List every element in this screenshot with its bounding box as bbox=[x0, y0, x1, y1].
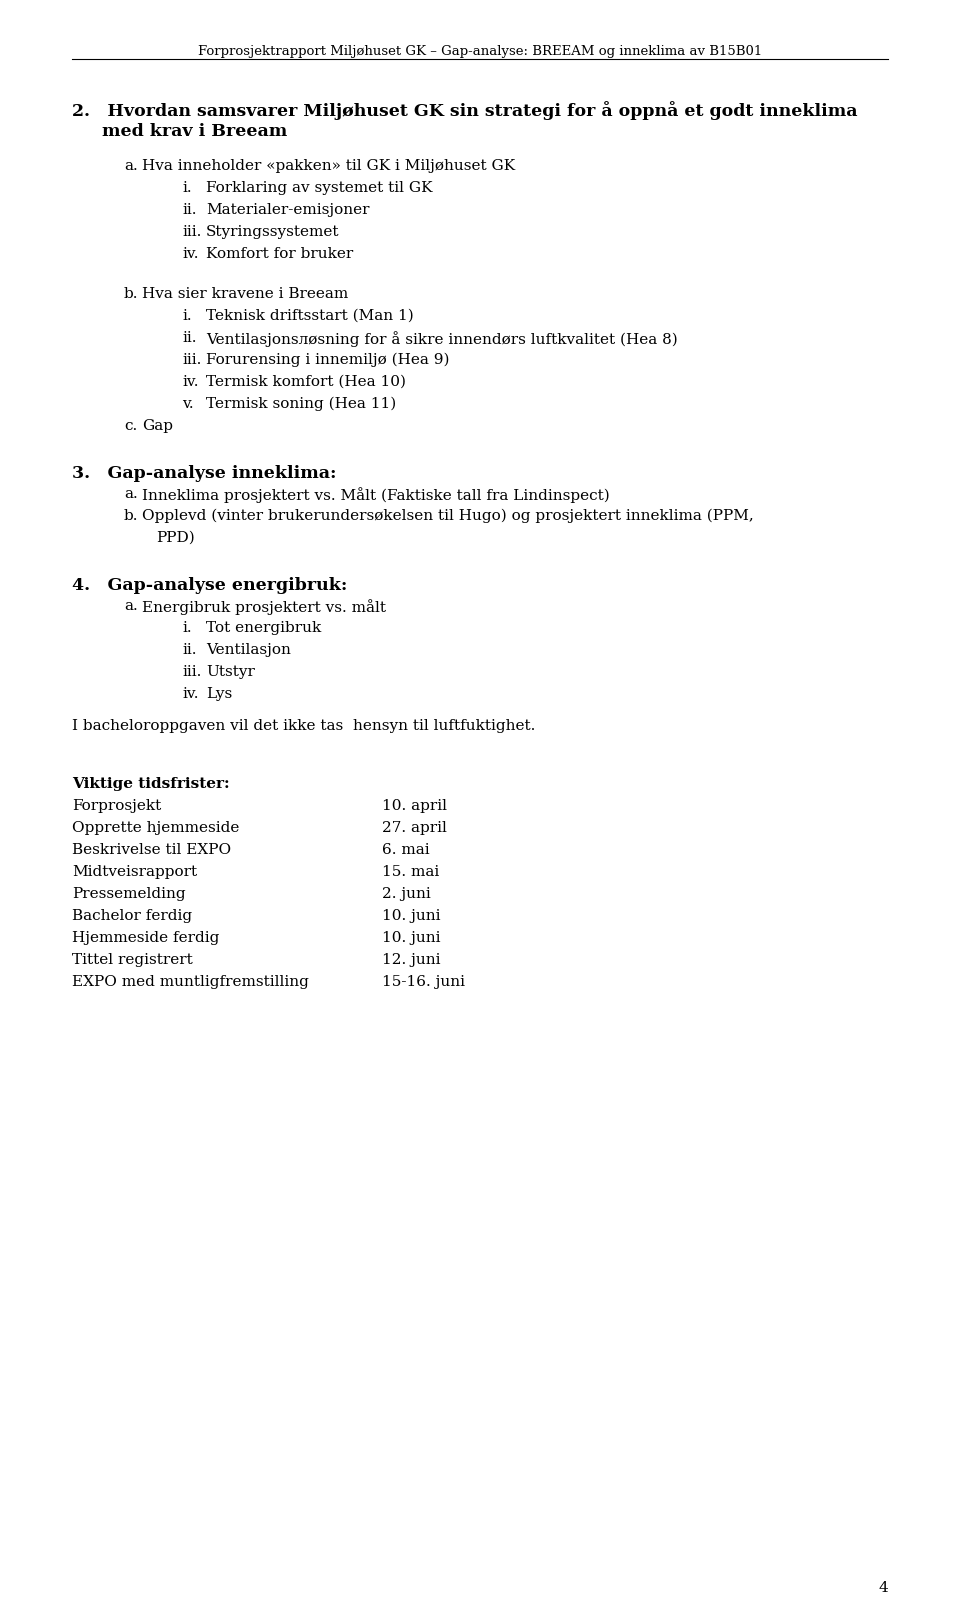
Text: Pressemelding: Pressemelding bbox=[72, 888, 185, 901]
Text: i.: i. bbox=[182, 620, 192, 635]
Text: 15-16. juni: 15-16. juni bbox=[382, 975, 465, 988]
Text: iii.: iii. bbox=[182, 225, 202, 240]
Text: Ventilasjonsлøsning for å sikre innendørs luftkvalitet (Hea 8): Ventilasjonsлøsning for å sikre innendør… bbox=[206, 330, 678, 347]
Text: b.: b. bbox=[124, 287, 138, 301]
Text: Bachelor ferdig: Bachelor ferdig bbox=[72, 909, 192, 923]
Text: Viktige tidsfrister:: Viktige tidsfrister: bbox=[72, 778, 229, 791]
Text: Komfort for bruker: Komfort for bruker bbox=[206, 246, 353, 261]
Text: b.: b. bbox=[124, 509, 138, 523]
Text: 10. juni: 10. juni bbox=[382, 909, 441, 923]
Text: ii.: ii. bbox=[182, 643, 197, 658]
Text: Forprosjektrapport Miljøhuset GK – Gap-analyse: BREEAM og inneklima av B15B01: Forprosjektrapport Miljøhuset GK – Gap-a… bbox=[198, 45, 762, 58]
Text: Beskrivelse til EXPO: Beskrivelse til EXPO bbox=[72, 842, 231, 857]
Text: Utstyr: Utstyr bbox=[206, 664, 254, 679]
Text: Teknisk driftsstart (Man 1): Teknisk driftsstart (Man 1) bbox=[206, 309, 414, 322]
Text: Forklaring av systemet til GK: Forklaring av systemet til GK bbox=[206, 181, 433, 194]
Text: Termisk soning (Hea 11): Termisk soning (Hea 11) bbox=[206, 397, 396, 411]
Text: Opprette hjemmeside: Opprette hjemmeside bbox=[72, 821, 239, 834]
Text: Gap: Gap bbox=[142, 420, 173, 433]
Text: Termisk komfort (Hea 10): Termisk komfort (Hea 10) bbox=[206, 374, 406, 389]
Text: iv.: iv. bbox=[182, 687, 199, 701]
Text: iii.: iii. bbox=[182, 353, 202, 368]
Text: Materialer-emisjoner: Materialer-emisjoner bbox=[206, 202, 370, 217]
Text: Midtveisrapport: Midtveisrapport bbox=[72, 865, 197, 880]
Text: Styringssystemet: Styringssystemet bbox=[206, 225, 340, 240]
Text: EXPO med muntligfremstilling: EXPO med muntligfremstilling bbox=[72, 975, 309, 988]
Text: ii.: ii. bbox=[182, 202, 197, 217]
Text: a.: a. bbox=[124, 599, 137, 612]
Text: 2. juni: 2. juni bbox=[382, 888, 431, 901]
Text: 27. april: 27. april bbox=[382, 821, 446, 834]
Text: med krav i Breeam: med krav i Breeam bbox=[72, 123, 287, 139]
Text: Forprosjekt: Forprosjekt bbox=[72, 799, 161, 813]
Text: Inneklima prosjektert vs. Målt (Faktiske tall fra Lindinspect): Inneklima prosjektert vs. Målt (Faktiske… bbox=[142, 488, 610, 502]
Text: Lys: Lys bbox=[206, 687, 232, 701]
Text: ii.: ii. bbox=[182, 330, 197, 345]
Text: iv.: iv. bbox=[182, 246, 199, 261]
Text: c.: c. bbox=[124, 420, 137, 433]
Text: Hva inneholder «pakken» til GK i Miljøhuset GK: Hva inneholder «pakken» til GK i Miljøhu… bbox=[142, 159, 516, 173]
Text: Tot energibruk: Tot energibruk bbox=[206, 620, 322, 635]
Text: Hva sier kravene i Breeam: Hva sier kravene i Breeam bbox=[142, 287, 348, 301]
Text: PPD): PPD) bbox=[156, 531, 195, 544]
Text: iii.: iii. bbox=[182, 664, 202, 679]
Text: v.: v. bbox=[182, 397, 194, 411]
Text: Forurensing i innemiljø (Hea 9): Forurensing i innemiljø (Hea 9) bbox=[206, 353, 449, 368]
Text: Tittel registrert: Tittel registrert bbox=[72, 953, 193, 967]
Text: 10. juni: 10. juni bbox=[382, 931, 441, 944]
Text: 4. Gap-analyse energibruk:: 4. Gap-analyse energibruk: bbox=[72, 577, 348, 595]
Text: 4: 4 bbox=[878, 1581, 888, 1596]
Text: 2. Hvordan samsvarer Miljøhuset GK sin strategi for å oppnå et godt inneklima: 2. Hvordan samsvarer Miljøhuset GK sin s… bbox=[72, 100, 857, 120]
Text: 3. Gap-analyse inneklima:: 3. Gap-analyse inneklima: bbox=[72, 465, 337, 483]
Text: i.: i. bbox=[182, 181, 192, 194]
Text: a.: a. bbox=[124, 488, 137, 501]
Text: Hjemmeside ferdig: Hjemmeside ferdig bbox=[72, 931, 220, 944]
Text: I bacheloroppgaven vil det ikke tas  hensyn til luftfuktighet.: I bacheloroppgaven vil det ikke tas hens… bbox=[72, 719, 536, 732]
Text: 15. mai: 15. mai bbox=[382, 865, 440, 880]
Text: a.: a. bbox=[124, 159, 137, 173]
Text: Energibruk prosjektert vs. målt: Energibruk prosjektert vs. målt bbox=[142, 599, 386, 616]
Text: Ventilasjon: Ventilasjon bbox=[206, 643, 291, 658]
Text: Opplevd (vinter brukerundersøkelsen til Hugo) og prosjektert inneklima (PPM,: Opplevd (vinter brukerundersøkelsen til … bbox=[142, 509, 754, 523]
Text: i.: i. bbox=[182, 309, 192, 322]
Text: iv.: iv. bbox=[182, 374, 199, 389]
Text: 10. april: 10. april bbox=[382, 799, 447, 813]
Text: 12. juni: 12. juni bbox=[382, 953, 441, 967]
Text: 6. mai: 6. mai bbox=[382, 842, 430, 857]
